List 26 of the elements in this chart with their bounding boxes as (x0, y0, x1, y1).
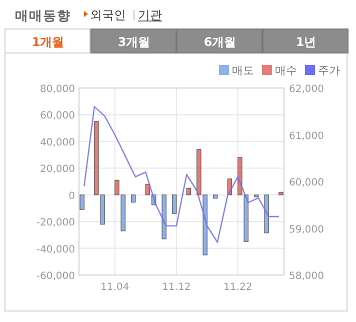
y-tick-label: -20,000 (36, 218, 75, 229)
text: 외국인 (90, 8, 126, 22)
y-tick-label: -40,000 (36, 244, 75, 256)
legend-label: 주가 (318, 64, 340, 77)
text: 3개월 (118, 35, 150, 49)
y2-tick-label: 61,000 (289, 130, 324, 142)
x-tick-label: 11.12 (162, 282, 191, 293)
y-tick-label: 20,000 (40, 164, 75, 176)
y2-tick-label: 58,000 (289, 271, 324, 282)
y2-tick-label: 59,000 (289, 224, 324, 236)
legend-label: 매수 (275, 64, 297, 77)
legend-label: 매도 (232, 64, 254, 77)
y-tick-label: -60,000 (36, 271, 75, 282)
y2-tick-label: 60,000 (289, 178, 324, 188)
y-tick-label: 40,000 (40, 137, 75, 148)
x-tick-label: 11.22 (224, 282, 252, 293)
y2-tick-label: 62,000 (289, 84, 324, 95)
text: 1년 (296, 35, 316, 49)
y-tick-label: 60,000 (40, 110, 75, 122)
y-tick-label: 80,000 (40, 84, 75, 95)
text: 1개월 (32, 35, 64, 49)
y-tick-label: 0 (68, 190, 75, 202)
text: 기관 (138, 8, 162, 22)
x-tick-label: 11.04 (100, 282, 130, 293)
chart-title: 매매동향 (15, 9, 71, 24)
text: 6개월 (204, 35, 236, 49)
